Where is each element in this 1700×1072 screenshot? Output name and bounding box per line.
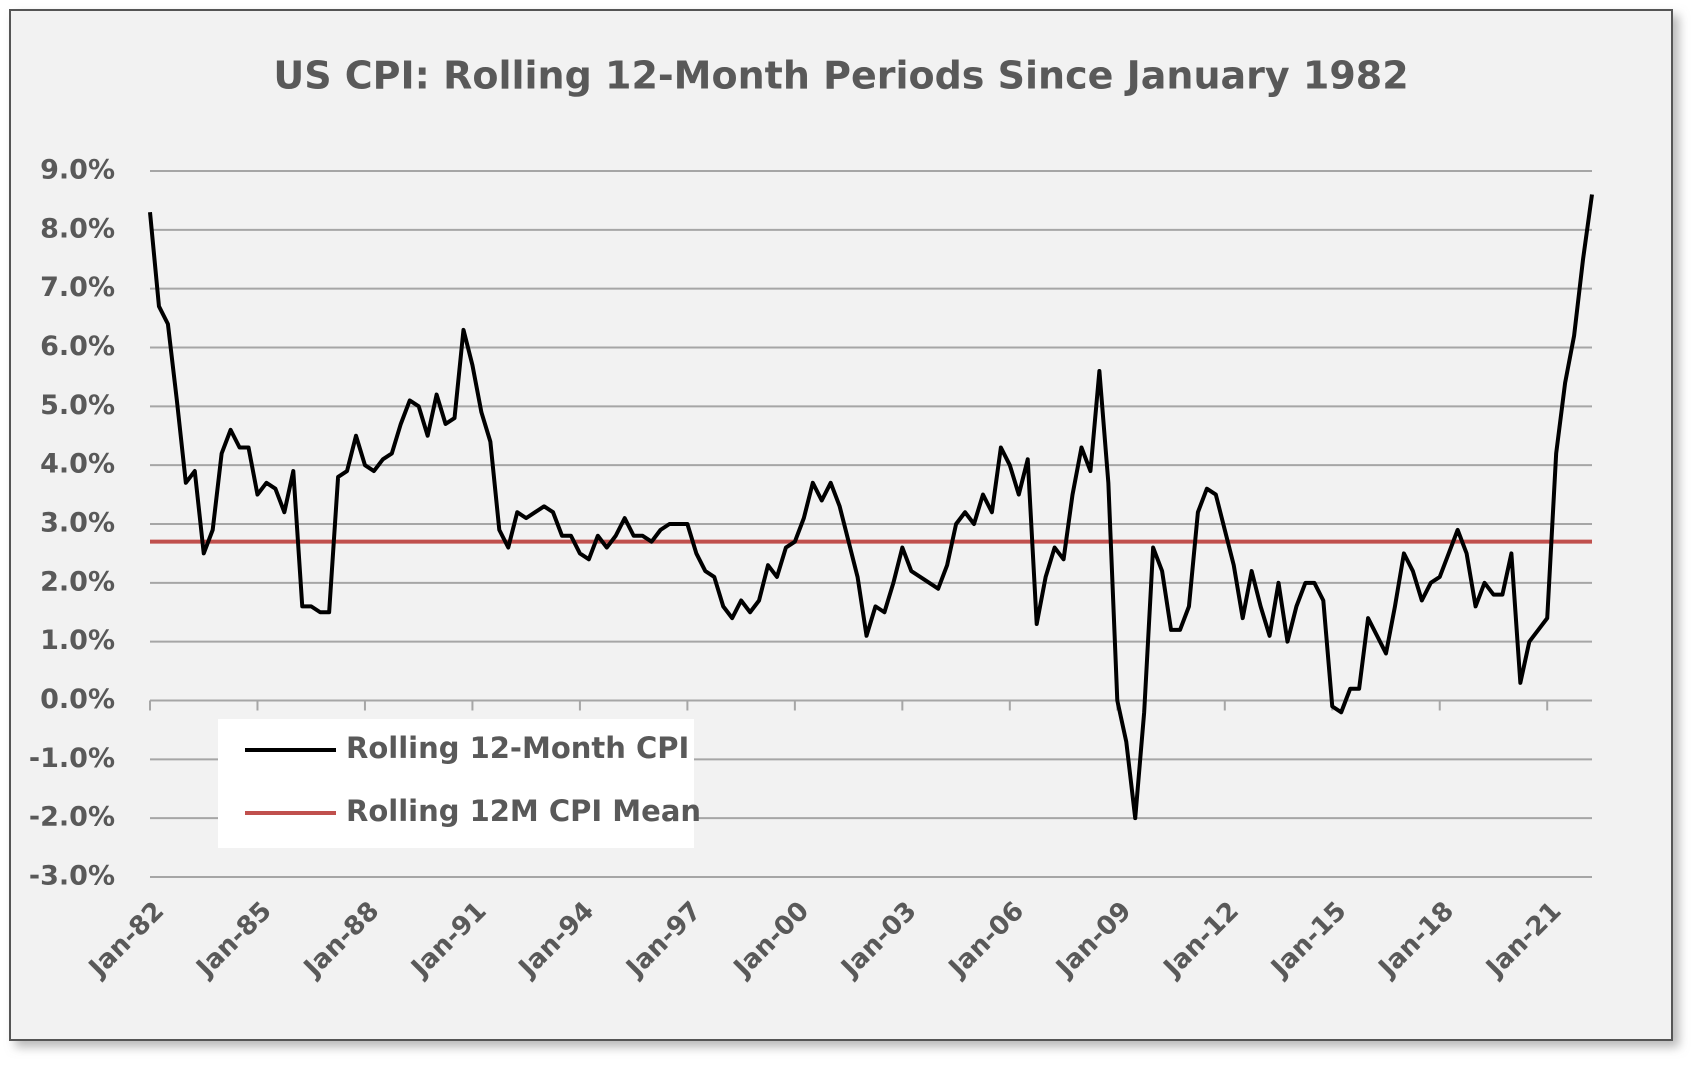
y-tick-label: 9.0% [40,155,115,186]
y-tick-label: -3.0% [29,861,115,892]
y-tick-label: 5.0% [40,390,115,421]
y-tick-label: 1.0% [40,625,115,656]
chart-title: US CPI: Rolling 12-Month Periods Since J… [273,54,1408,98]
y-tick-label: -1.0% [29,743,115,774]
legend-label: Rolling 12M CPI Mean [346,794,701,828]
line-series [148,194,1594,821]
y-tick-label: 6.0% [40,331,115,362]
y-tick-label: 8.0% [40,213,115,244]
y-tick-label: 4.0% [40,449,115,480]
legend-box [218,719,694,848]
y-tick-label: 3.0% [40,508,115,539]
y-tick-label: -2.0% [29,802,115,833]
legend-label: Rolling 12-Month CPI [346,731,689,765]
y-tick-label: 0.0% [40,684,115,715]
y-tick-label: 7.0% [40,272,115,303]
y-tick-label: 2.0% [40,566,115,597]
